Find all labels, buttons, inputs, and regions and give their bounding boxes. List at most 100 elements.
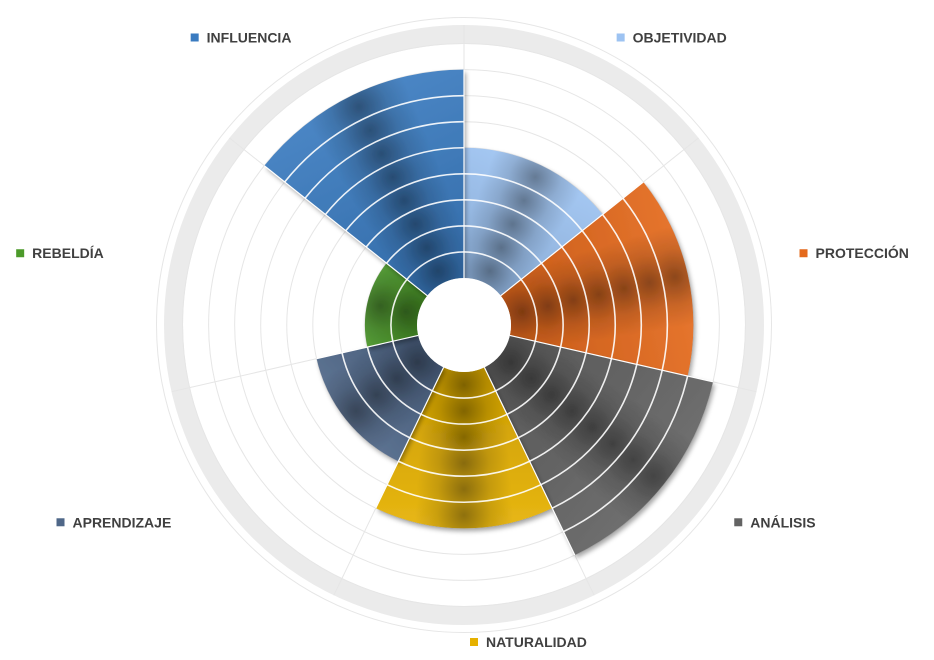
label-influencia: INFLUENCIA <box>190 29 292 45</box>
wedge-ring-line <box>398 460 530 477</box>
label-análisis: ANÁLISIS <box>734 514 816 530</box>
wedge-band <box>500 279 538 342</box>
wedge-band <box>366 199 464 264</box>
wedge-ring-line <box>390 278 408 342</box>
wedge-ring-line <box>304 120 465 199</box>
wedge-band <box>316 352 410 462</box>
wedge-divider <box>263 165 428 297</box>
category-label: NATURALIDAD <box>486 634 587 650</box>
wedge-band <box>264 69 464 183</box>
wedge-ring-line <box>561 246 590 354</box>
wedge-ring-line <box>622 197 669 371</box>
wedge-band <box>552 370 688 532</box>
wedge-band <box>284 95 464 199</box>
wedge-ring-line <box>431 390 497 399</box>
grid-overlay <box>263 69 714 556</box>
category-labels: OBJETIVIDAD PROTECCIÓN ANÁLISIS NATURALIDAD… <box>16 29 909 650</box>
wedge-band <box>345 173 464 247</box>
wedge-band <box>386 225 464 280</box>
wedge-ring-line <box>284 94 465 183</box>
wedge-ring-line <box>345 173 465 232</box>
wedge-band <box>561 230 616 359</box>
wedge-ring-line <box>551 370 663 509</box>
wedge-ring-line <box>392 341 433 392</box>
wedge-band <box>563 376 713 556</box>
category-label: ANÁLISIS <box>750 514 815 530</box>
wedge-ring-line <box>385 225 465 264</box>
wedge-ring-line <box>324 146 465 215</box>
wedge-divider <box>509 334 714 383</box>
wedge-band <box>464 199 562 264</box>
center-hole <box>417 278 511 372</box>
wedge-band <box>367 341 433 415</box>
wedge-band <box>325 147 464 231</box>
wedge-ring-line <box>517 352 587 439</box>
wedge-band <box>540 364 663 509</box>
wedge-band <box>506 347 587 438</box>
label-rebeldía: REBELDÍA <box>16 245 104 261</box>
label-objetividad: OBJETIVIDAD <box>616 29 727 45</box>
legend-marker <box>734 518 743 527</box>
wedges <box>264 69 713 556</box>
label-protección: PROTECCIÓN <box>799 244 909 261</box>
grid-ring <box>156 17 772 633</box>
wedge-ring-line <box>581 230 616 359</box>
wedge-ring-line <box>406 251 465 280</box>
wedge-band <box>521 263 564 348</box>
wedge-ring-line <box>463 199 563 248</box>
wedge-band <box>464 147 603 231</box>
wedge-band <box>464 173 583 247</box>
wedge-ring-line <box>463 173 583 232</box>
category-label: OBJETIVIDAD <box>633 29 727 45</box>
label-naturalidad: NATURALIDAD <box>470 634 587 650</box>
wedge-ring-line <box>386 483 542 503</box>
wedge-band <box>432 367 496 399</box>
wedge-band <box>392 335 444 391</box>
wedge-band <box>464 225 542 280</box>
wedge-band <box>409 414 519 451</box>
wedge-rebeldía <box>364 263 428 348</box>
wedge-ring-line <box>601 213 643 365</box>
wedge-band <box>406 251 464 296</box>
wedge-band <box>390 279 428 342</box>
category-label: APRENDIZAJE <box>73 514 172 530</box>
wedge-ring-line <box>563 375 689 533</box>
wedge-ring-line <box>495 341 536 392</box>
wedge-influencia <box>264 69 464 296</box>
wedge-ring-line <box>420 413 508 425</box>
wedge-ring-line <box>463 225 543 264</box>
wedge-band <box>602 198 668 371</box>
wedge-ring-line <box>506 346 562 416</box>
category-label: INFLUENCIA <box>207 29 292 45</box>
wedge-band <box>364 263 407 348</box>
wedge-band <box>529 358 637 485</box>
wedge-band <box>375 484 553 529</box>
wedge-objetividad <box>464 147 603 296</box>
wedge-ring-line <box>540 364 638 486</box>
legend-marker <box>56 518 65 527</box>
legend-marker <box>616 33 625 42</box>
wedge-ring-line <box>366 346 422 416</box>
wedge-band <box>421 390 507 425</box>
legend-marker <box>190 33 199 42</box>
wedge-ring-line <box>409 437 519 451</box>
wedge-band <box>464 251 522 296</box>
wedge-ring-line <box>520 278 538 342</box>
legend-marker <box>470 638 478 646</box>
wedge-ring-line <box>529 358 613 462</box>
wedge-divider <box>375 367 445 509</box>
wedge-band <box>622 182 694 377</box>
wedge-ring-line <box>365 199 465 248</box>
wedge-band <box>341 347 422 438</box>
wedge-band <box>398 437 530 477</box>
wedge-band <box>305 121 464 215</box>
wedge-ring-line <box>540 262 564 348</box>
legend-marker <box>799 249 808 258</box>
wedge-band <box>518 352 612 462</box>
wedge-divider <box>483 367 576 556</box>
wedge-divider <box>316 334 419 360</box>
label-aprendizaje: APRENDIZAJE <box>56 514 172 530</box>
category-label: REBELDÍA <box>32 245 104 261</box>
wedge-band <box>495 341 561 415</box>
